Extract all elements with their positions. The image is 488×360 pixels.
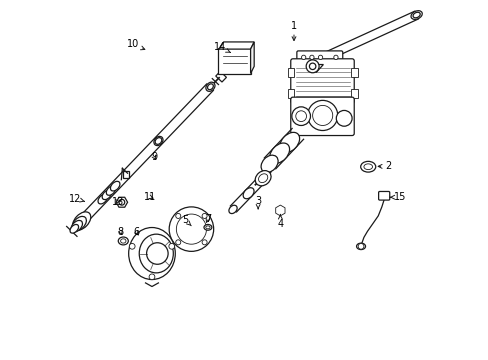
Bar [287, 89, 293, 98]
Ellipse shape [118, 237, 128, 245]
Ellipse shape [154, 136, 163, 145]
Polygon shape [308, 64, 323, 72]
Ellipse shape [258, 174, 267, 183]
Ellipse shape [356, 243, 365, 249]
Ellipse shape [243, 188, 254, 199]
Ellipse shape [72, 216, 86, 231]
Ellipse shape [255, 171, 270, 186]
Ellipse shape [360, 161, 375, 172]
Ellipse shape [207, 84, 213, 90]
Text: 4: 4 [277, 215, 283, 229]
Ellipse shape [279, 132, 299, 153]
Circle shape [146, 243, 168, 264]
Ellipse shape [228, 205, 237, 213]
Text: 9: 9 [151, 152, 157, 162]
Ellipse shape [269, 143, 289, 163]
Text: 10: 10 [126, 40, 144, 50]
Bar [351, 89, 357, 98]
Circle shape [309, 63, 315, 69]
FancyBboxPatch shape [290, 97, 353, 135]
Ellipse shape [98, 194, 107, 204]
FancyBboxPatch shape [296, 51, 342, 64]
Ellipse shape [203, 225, 211, 230]
Ellipse shape [121, 239, 126, 243]
FancyBboxPatch shape [290, 59, 353, 103]
Ellipse shape [155, 138, 162, 144]
Text: 12: 12 [69, 194, 84, 204]
Ellipse shape [73, 212, 91, 230]
Ellipse shape [128, 228, 175, 279]
Circle shape [336, 111, 351, 126]
Text: 2: 2 [377, 161, 390, 171]
Text: 13: 13 [112, 197, 124, 207]
Bar [122, 171, 129, 178]
Text: 7: 7 [204, 214, 211, 224]
Circle shape [168, 243, 174, 249]
Ellipse shape [412, 12, 419, 18]
Circle shape [176, 214, 206, 244]
Bar [287, 68, 293, 77]
Circle shape [202, 213, 207, 219]
FancyBboxPatch shape [378, 192, 389, 200]
Text: 8: 8 [118, 227, 123, 237]
Circle shape [175, 240, 181, 245]
Circle shape [169, 207, 213, 251]
Circle shape [312, 105, 332, 126]
Ellipse shape [110, 181, 120, 191]
Ellipse shape [205, 82, 215, 91]
Circle shape [119, 199, 124, 205]
Ellipse shape [410, 11, 422, 19]
Circle shape [309, 55, 313, 59]
Circle shape [129, 243, 135, 249]
Polygon shape [219, 42, 254, 49]
Circle shape [307, 100, 337, 131]
Circle shape [301, 55, 305, 59]
Circle shape [318, 55, 322, 59]
Text: 14: 14 [214, 42, 230, 53]
Circle shape [149, 274, 155, 280]
Ellipse shape [71, 220, 82, 232]
Circle shape [305, 60, 319, 73]
Circle shape [357, 243, 363, 249]
Ellipse shape [139, 234, 173, 273]
Circle shape [202, 240, 207, 245]
Text: 5: 5 [182, 215, 191, 226]
Text: 3: 3 [255, 196, 261, 209]
FancyBboxPatch shape [218, 48, 251, 74]
Text: 6: 6 [133, 227, 139, 237]
Circle shape [291, 107, 310, 126]
Ellipse shape [205, 226, 210, 229]
Circle shape [295, 111, 306, 122]
Ellipse shape [261, 155, 278, 172]
Circle shape [333, 55, 337, 59]
Text: 15: 15 [389, 192, 406, 202]
Bar [351, 68, 357, 77]
Polygon shape [250, 42, 254, 73]
Text: 1: 1 [290, 21, 296, 41]
Bar [215, 71, 226, 82]
Ellipse shape [363, 164, 372, 170]
Text: 11: 11 [144, 192, 156, 202]
Ellipse shape [70, 225, 79, 233]
Ellipse shape [106, 186, 116, 195]
Ellipse shape [102, 190, 111, 199]
Circle shape [175, 213, 181, 219]
